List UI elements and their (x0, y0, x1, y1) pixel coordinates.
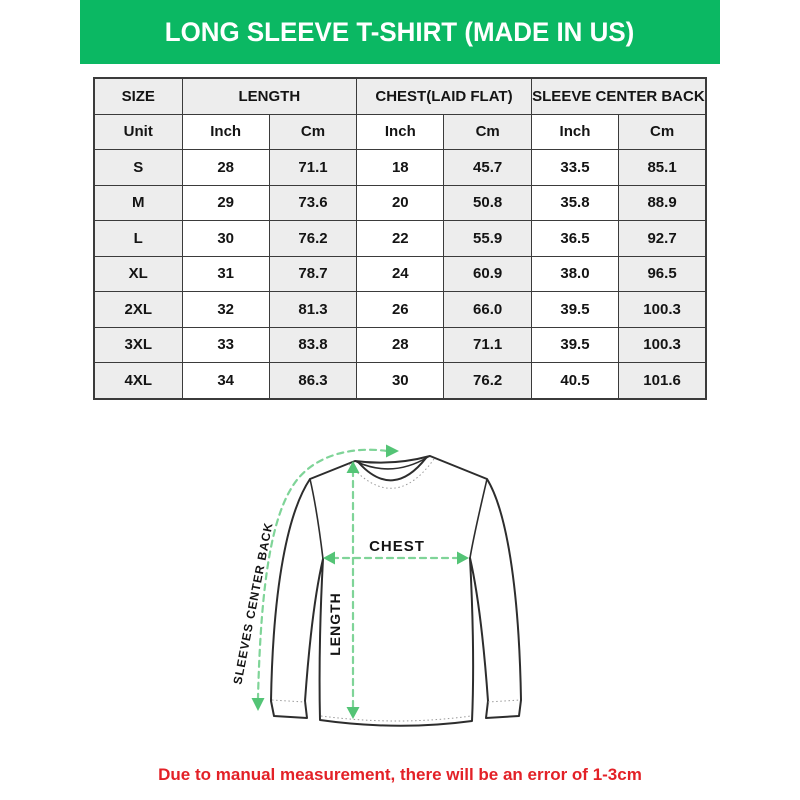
size-cell: 4XL (93, 362, 183, 399)
value-cell: 24 (356, 255, 445, 292)
value-cell: 36.5 (530, 220, 620, 257)
value-cell: 85.1 (618, 149, 707, 186)
left-cuff-stitch-line (271, 699, 306, 703)
size-cell: 3XL (93, 326, 183, 363)
value-cell: 39.5 (530, 326, 620, 363)
length-label: LENGTH (327, 592, 343, 656)
value-cell: 66.0 (443, 291, 532, 328)
size-cell: L (93, 220, 183, 257)
table-row: M 29 73.6 20 50.8 35.8 88.9 (93, 184, 707, 221)
table-row: S 28 71.1 18 45.7 33.5 85.1 (93, 149, 707, 186)
size-cell: M (93, 184, 183, 221)
unit-cell: Cm (443, 113, 532, 150)
chest-label: CHEST (369, 538, 425, 555)
value-cell: 78.7 (268, 255, 358, 292)
collar-stitch-line (348, 458, 435, 489)
value-cell: 71.1 (268, 149, 358, 186)
value-cell: 86.3 (268, 362, 358, 399)
value-cell: 96.5 (618, 255, 707, 292)
col-header-length: LENGTH (181, 77, 358, 115)
value-cell: 30 (181, 220, 270, 257)
value-cell: 83.8 (268, 326, 358, 363)
unit-cell: Inch (356, 113, 445, 150)
value-cell: 31 (181, 255, 270, 292)
col-header-size: SIZE (93, 77, 183, 115)
right-cuff-stitch-line (487, 699, 521, 703)
size-cell: S (93, 149, 183, 186)
value-cell: 92.7 (618, 220, 707, 257)
unit-label: Unit (93, 113, 183, 150)
size-table: SIZE LENGTH CHEST(LAID FLAT) SLEEVE CENT… (93, 77, 707, 400)
page-title: LONG SLEEVE T-SHIRT (MADE IN US) (165, 16, 635, 47)
table-row: 4XL 34 86.3 30 76.2 40.5 101.6 (93, 362, 707, 399)
value-cell: 29 (181, 184, 270, 221)
unit-cell: Inch (530, 113, 620, 150)
value-cell: 18 (356, 149, 445, 186)
table-row: 3XL 33 83.8 28 71.1 39.5 100.3 (93, 326, 707, 363)
value-cell: 73.6 (268, 184, 358, 221)
unit-cell: Cm (618, 113, 707, 150)
value-cell: 35.8 (530, 184, 620, 221)
value-cell: 55.9 (443, 220, 532, 257)
value-cell: 71.1 (443, 326, 532, 363)
table-row: 2XL 32 81.3 26 66.0 39.5 100.3 (93, 291, 707, 328)
value-cell: 20 (356, 184, 445, 221)
table-row: XL 31 78.7 24 60.9 38.0 96.5 (93, 255, 707, 292)
shirt-measurement-diagram: CHEST LENGTH SLEEVES CENTER BACK (230, 444, 522, 727)
sleeve-center-back-label: SLEEVES CENTER BACK (230, 521, 275, 686)
value-cell: 32 (181, 291, 270, 328)
col-header-chest: CHEST(LAID FLAT) (356, 77, 532, 115)
value-cell: 100.3 (618, 326, 707, 363)
value-cell: 40.5 (530, 362, 620, 399)
value-cell: 28 (181, 149, 270, 186)
unit-cell: Inch (181, 113, 270, 150)
value-cell: 34 (181, 362, 270, 399)
table-row: L 30 76.2 22 55.9 36.5 92.7 (93, 220, 707, 257)
value-cell: 76.2 (268, 220, 358, 257)
table-group-header-row: SIZE LENGTH CHEST(LAID FLAT) SLEEVE CENT… (93, 77, 707, 115)
value-cell: 60.9 (443, 255, 532, 292)
measurement-disclaimer: Due to manual measurement, there will be… (158, 765, 642, 784)
value-cell: 76.2 (443, 362, 532, 399)
col-header-sleeve: SLEEVE CENTER BACK (530, 77, 707, 115)
value-cell: 100.3 (618, 291, 707, 328)
sleeve-center-back-measure-arrow (251, 444, 399, 711)
value-cell: 33 (181, 326, 270, 363)
value-cell: 22 (356, 220, 445, 257)
size-cell: 2XL (93, 291, 183, 328)
hem-stitch-line (320, 715, 472, 722)
table-unit-row: Unit Inch Cm Inch Cm Inch Cm (93, 113, 707, 150)
value-cell: 26 (356, 291, 445, 328)
value-cell: 88.9 (618, 184, 707, 221)
value-cell: 30 (356, 362, 445, 399)
value-cell: 33.5 (530, 149, 620, 186)
value-cell: 28 (356, 326, 445, 363)
value-cell: 50.8 (443, 184, 532, 221)
unit-cell: Cm (268, 113, 358, 150)
size-cell: XL (93, 255, 183, 292)
length-measure-arrow (346, 461, 360, 719)
value-cell: 81.3 (268, 291, 358, 328)
shirt-outline (270, 455, 522, 727)
title-bar: LONG SLEEVE T-SHIRT (MADE IN US) (80, 0, 720, 64)
value-cell: 45.7 (443, 149, 532, 186)
value-cell: 101.6 (618, 362, 707, 399)
value-cell: 38.0 (530, 255, 620, 292)
value-cell: 39.5 (530, 291, 620, 328)
